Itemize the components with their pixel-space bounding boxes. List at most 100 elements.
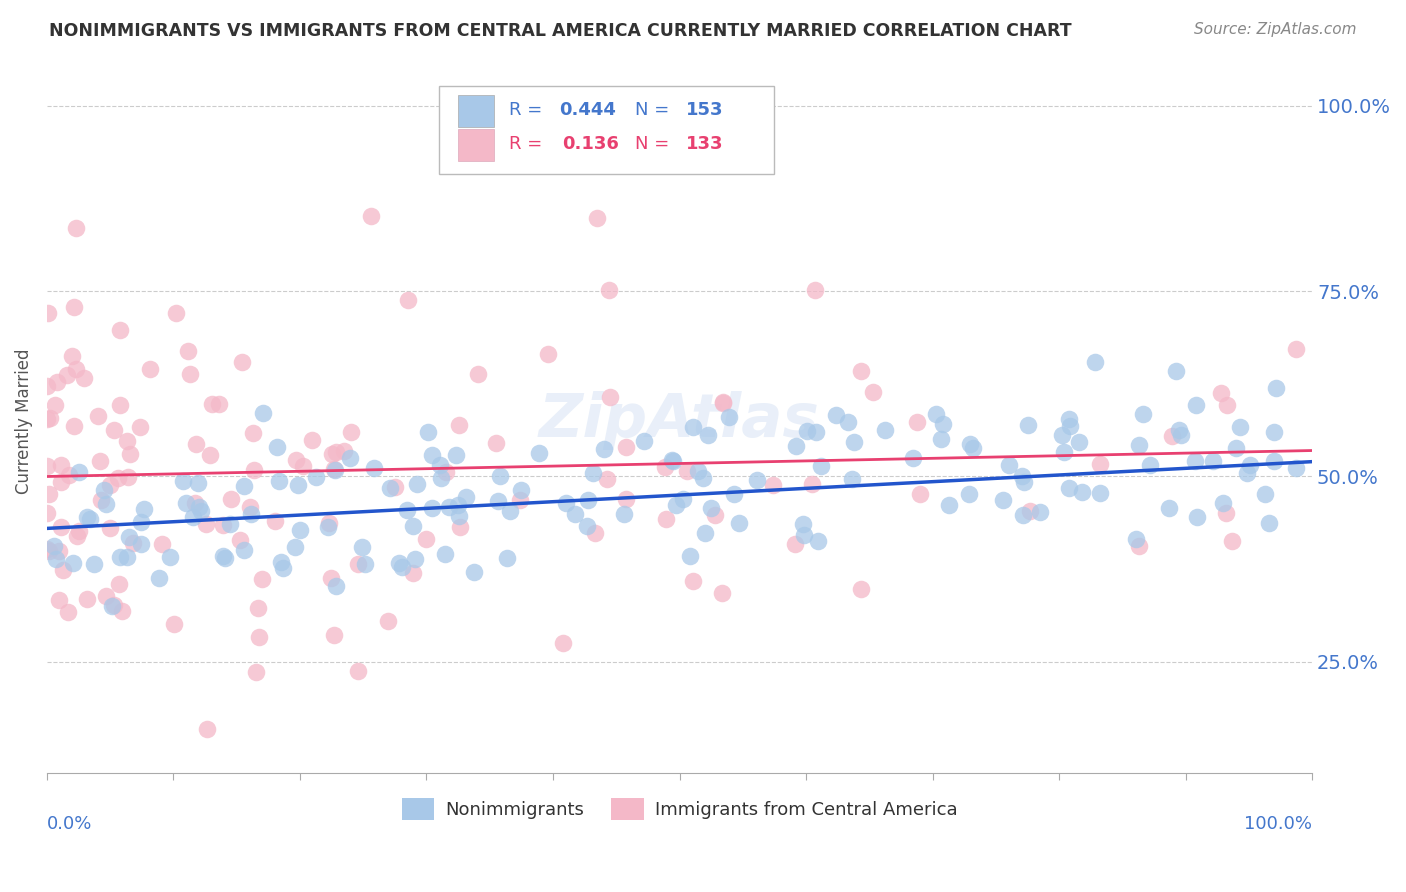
Point — [807, 533, 830, 548]
Point — [1132, 407, 1154, 421]
Point — [44, 398, 66, 412]
Point — [264, 514, 287, 528]
Point — [1088, 457, 1111, 471]
Point — [150, 537, 173, 551]
Point — [246, 600, 269, 615]
Point — [247, 630, 270, 644]
Point — [212, 549, 235, 564]
Point — [37, 379, 59, 393]
Point — [661, 453, 683, 467]
Point — [429, 458, 451, 472]
Text: N =: N = — [636, 102, 675, 120]
Point — [1257, 516, 1279, 530]
Point — [932, 417, 955, 432]
Point — [718, 410, 741, 425]
Point — [509, 492, 531, 507]
Point — [416, 425, 439, 439]
Point — [1088, 486, 1111, 500]
Text: 153: 153 — [686, 102, 723, 120]
Point — [245, 665, 267, 680]
Point — [72, 371, 94, 385]
Point — [1263, 453, 1285, 467]
Text: N =: N = — [636, 136, 675, 153]
Point — [165, 306, 187, 320]
Point — [1215, 506, 1237, 520]
Text: 0.444: 0.444 — [560, 102, 616, 120]
Point — [1212, 496, 1234, 510]
Point — [404, 552, 426, 566]
Point — [183, 509, 205, 524]
Point — [267, 474, 290, 488]
Point — [76, 592, 98, 607]
Point — [48, 592, 70, 607]
Point — [576, 492, 599, 507]
Point — [139, 362, 162, 376]
Point — [103, 423, 125, 437]
Point — [201, 397, 224, 411]
Point — [496, 551, 519, 566]
Point — [360, 209, 382, 223]
Point — [214, 551, 236, 566]
Point — [1029, 505, 1052, 519]
Point — [38, 544, 60, 558]
Point — [654, 460, 676, 475]
Point — [785, 439, 807, 453]
Point — [122, 536, 145, 550]
Point — [108, 323, 131, 337]
Point — [444, 448, 467, 462]
Point — [340, 425, 363, 439]
Text: Source: ZipAtlas.com: Source: ZipAtlas.com — [1194, 22, 1357, 37]
Point — [793, 528, 815, 542]
Point — [42, 540, 65, 554]
Point — [1053, 445, 1076, 459]
Point — [37, 542, 59, 557]
Point — [1202, 454, 1225, 468]
Point — [598, 283, 620, 297]
Point — [187, 500, 209, 515]
Point — [527, 446, 550, 460]
Point — [233, 542, 256, 557]
Text: R =: R = — [509, 136, 548, 153]
Point — [723, 486, 745, 500]
Point — [1084, 354, 1107, 368]
Point — [1128, 438, 1150, 452]
Point — [1229, 420, 1251, 434]
Point — [117, 470, 139, 484]
Point — [849, 364, 872, 378]
Point — [129, 515, 152, 529]
Point — [231, 354, 253, 368]
Point — [174, 496, 197, 510]
Point — [792, 516, 814, 531]
Point — [219, 516, 242, 531]
Point — [79, 512, 101, 526]
Point — [194, 516, 217, 531]
Point — [1128, 539, 1150, 553]
Point — [599, 390, 621, 404]
Point — [810, 458, 832, 473]
Point — [1170, 427, 1192, 442]
Point — [553, 636, 575, 650]
Point — [676, 463, 699, 477]
Bar — [458, 95, 494, 127]
Point — [962, 442, 984, 456]
Point — [1225, 442, 1247, 456]
Point — [1059, 418, 1081, 433]
Point — [486, 493, 509, 508]
Point — [1159, 501, 1181, 516]
Point — [86, 409, 108, 423]
Point — [94, 589, 117, 603]
Point — [1059, 481, 1081, 495]
Point — [449, 520, 471, 534]
Point — [284, 540, 307, 554]
Point — [287, 478, 309, 492]
Point — [184, 496, 207, 510]
Point — [745, 474, 768, 488]
Point — [333, 444, 356, 458]
Point — [564, 507, 586, 521]
Point — [434, 465, 457, 479]
Point — [270, 555, 292, 569]
Point — [1017, 417, 1039, 432]
Point — [321, 571, 343, 585]
Point — [37, 306, 59, 320]
Point — [576, 518, 599, 533]
